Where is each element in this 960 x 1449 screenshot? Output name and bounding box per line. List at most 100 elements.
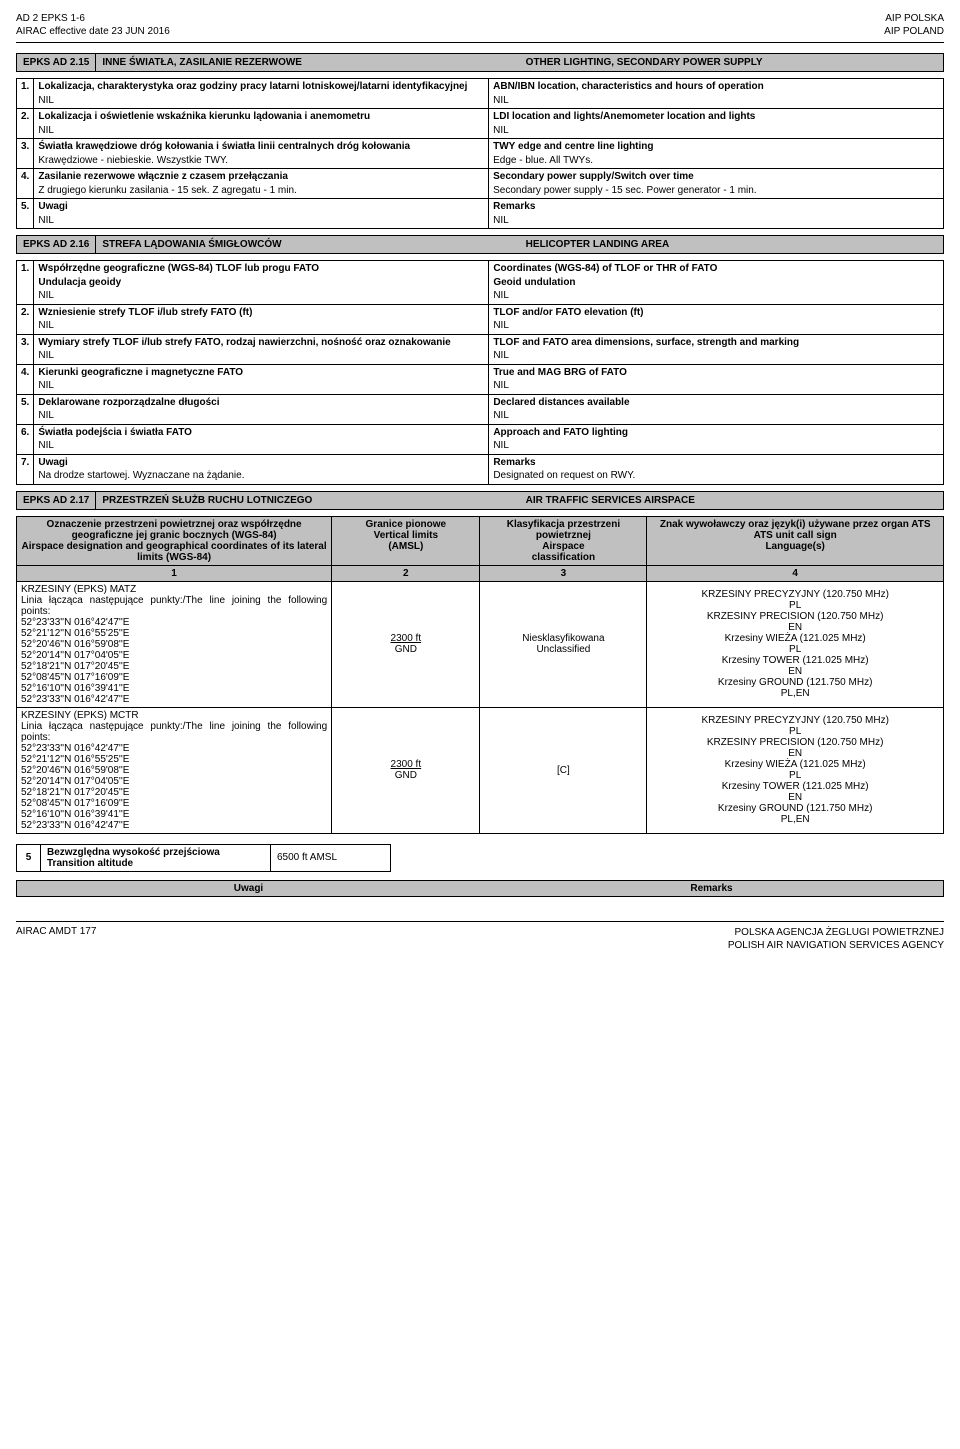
section-title-en: OTHER LIGHTING, SECONDARY POWER SUPPLY [520, 54, 943, 71]
section-2-16-table: 1.Współrzędne geograficzne (WGS-84) TLOF… [16, 260, 944, 485]
row-pl: Wzniesienie strefy TLOF i/lub strefy FAT… [34, 304, 489, 334]
table-row: 7.UwagiNa drodze startowej. Wyznaczane n… [17, 454, 944, 484]
header-code: AD 2 EPKS 1-6 [16, 12, 170, 25]
footer-right: POLSKA AGENCJA ŻEGLUGI POWIETRZNEJ POLIS… [728, 926, 944, 952]
airspace-ats: KRZESINY PRECYZYJNY (120.750 MHz)PLKRZES… [647, 707, 944, 833]
colnum-3: 3 [480, 565, 647, 581]
remarks-bar: Uwagi Remarks [16, 880, 944, 897]
row-en: TLOF and/or FATO elevation (ft)NIL [489, 304, 944, 334]
row-pl: Deklarowane rozporządzalne długościNIL [34, 394, 489, 424]
row-num: 1. [17, 261, 34, 305]
row-en: Coordinates (WGS-84) of TLOF or THR of F… [489, 261, 944, 305]
row-en: RemarksNIL [489, 199, 944, 229]
airspace-class: NiesklasyfikowanaUnclassified [480, 581, 647, 707]
col3-header: Klasyfikacja przestrzeni powietrznej Air… [480, 516, 647, 565]
row-en: RemarksDesignated on request on RWY. [489, 454, 944, 484]
airspace-class: [C] [480, 707, 647, 833]
transition-value: 6500 ft AMSL [271, 844, 391, 871]
airspace-num-row: 1 2 3 4 [17, 565, 944, 581]
row-num: 5. [17, 394, 34, 424]
section-code: EPKS AD 2.16 [17, 236, 96, 253]
row-pl: Lokalizacja, charakterystyka oraz godzin… [34, 79, 489, 109]
page-footer: AIRAC AMDT 177 POLSKA AGENCJA ŻEGLUGI PO… [16, 921, 944, 952]
footer-right-2: POLISH AIR NAVIGATION SERVICES AGENCY [728, 939, 944, 952]
table-row: 4.Kierunki geograficzne i magnetyczne FA… [17, 364, 944, 394]
header-right: AIP POLSKA AIP POLAND [884, 12, 944, 38]
airspace-designation: KRZESINY (EPKS) MATZLinia łącząca następ… [17, 581, 332, 707]
page-header: AD 2 EPKS 1-6 AIRAC effective date 23 JU… [16, 12, 944, 43]
col4-header: Znak wywoławczy oraz język(i) używane pr… [647, 516, 944, 565]
row-num: 3. [17, 139, 34, 169]
row-en: Approach and FATO lightingNIL [489, 424, 944, 454]
transition-num: 5 [17, 844, 41, 871]
table-row: 5.UwagiNILRemarksNIL [17, 199, 944, 229]
table-row: 2.Wzniesienie strefy TLOF i/lub strefy F… [17, 304, 944, 334]
col2-header: Granice pionowe Vertical limits (AMSL) [332, 516, 480, 565]
header-date: AIRAC effective date 23 JUN 2016 [16, 25, 170, 38]
airspace-table: Oznaczenie przestrzeni powietrznej oraz … [16, 516, 944, 834]
section-code: EPKS AD 2.17 [17, 492, 96, 509]
airspace-header-row: Oznaczenie przestrzeni powietrznej oraz … [17, 516, 944, 565]
row-pl: Lokalizacja i oświetlenie wskaźnika kier… [34, 109, 489, 139]
row-en: Secondary power supply/Switch over timeS… [489, 169, 944, 199]
airspace-row: KRZESINY (EPKS) MATZLinia łącząca następ… [17, 581, 944, 707]
row-pl: UwagiNIL [34, 199, 489, 229]
table-row: 1.Współrzędne geograficzne (WGS-84) TLOF… [17, 261, 944, 305]
section-title-pl: INNE ŚWIATŁA, ZASILANIE REZERWOWE [96, 54, 519, 71]
transition-label: Bezwzględna wysokość przejściowa Transit… [41, 844, 271, 871]
footer-left: AIRAC AMDT 177 [16, 926, 96, 952]
header-aip-pl: AIP POLSKA [884, 12, 944, 25]
row-pl: Kierunki geograficzne i magnetyczne FATO… [34, 364, 489, 394]
table-row: 2.Lokalizacja i oświetlenie wskaźnika ki… [17, 109, 944, 139]
row-pl: Współrzędne geograficzne (WGS-84) TLOF l… [34, 261, 489, 305]
table-row: 1.Lokalizacja, charakterystyka oraz godz… [17, 79, 944, 109]
row-num: 4. [17, 364, 34, 394]
section-title-en: AIR TRAFFIC SERVICES AIRSPACE [520, 492, 943, 509]
transition-table: 5 Bezwzględna wysokość przejściowa Trans… [16, 844, 391, 872]
row-num: 5. [17, 199, 34, 229]
header-aip-en: AIP POLAND [884, 25, 944, 38]
row-pl: Światła podejścia i światła FATONIL [34, 424, 489, 454]
table-row: 5.Deklarowane rozporządzalne długościNIL… [17, 394, 944, 424]
row-en: Declared distances availableNIL [489, 394, 944, 424]
table-row: 3.Wymiary strefy TLOF i/lub strefy FATO,… [17, 334, 944, 364]
row-num: 2. [17, 304, 34, 334]
table-row: 6.Światła podejścia i światła FATONILApp… [17, 424, 944, 454]
airspace-ats: KRZESINY PRECYZYJNY (120.750 MHz)PLKRZES… [647, 581, 944, 707]
section-title-pl: STREFA LĄDOWANIA ŚMIGŁOWCÓW [96, 236, 519, 253]
section-2-16-header: EPKS AD 2.16 STREFA LĄDOWANIA ŚMIGŁOWCÓW… [16, 235, 944, 254]
section-code: EPKS AD 2.15 [17, 54, 96, 71]
row-en: True and MAG BRG of FATONIL [489, 364, 944, 394]
row-num: 4. [17, 169, 34, 199]
colnum-1: 1 [17, 565, 332, 581]
row-pl: Światła krawędziowe dróg kołowania i świ… [34, 139, 489, 169]
colnum-2: 2 [332, 565, 480, 581]
airspace-vertical: 2300 ftGND [332, 581, 480, 707]
section-title-en: HELICOPTER LANDING AREA [520, 236, 943, 253]
row-num: 2. [17, 109, 34, 139]
row-pl: Wymiary strefy TLOF i/lub strefy FATO, r… [34, 334, 489, 364]
col1-header: Oznaczenie przestrzeni powietrznej oraz … [17, 516, 332, 565]
header-left: AD 2 EPKS 1-6 AIRAC effective date 23 JU… [16, 12, 170, 38]
footer-right-1: POLSKA AGENCJA ŻEGLUGI POWIETRZNEJ [728, 926, 944, 939]
row-num: 7. [17, 454, 34, 484]
airspace-vertical: 2300 ftGND [332, 707, 480, 833]
row-en: TLOF and FATO area dimensions, surface, … [489, 334, 944, 364]
row-pl: UwagiNa drodze startowej. Wyznaczane na … [34, 454, 489, 484]
row-num: 3. [17, 334, 34, 364]
row-en: LDI location and lights/Anemometer locat… [489, 109, 944, 139]
table-row: 3.Światła krawędziowe dróg kołowania i ś… [17, 139, 944, 169]
table-row: 4.Zasilanie rezerwowe włącznie z czasem … [17, 169, 944, 199]
section-title-pl: PRZESTRZEŃ SŁUŻB RUCHU LOTNICZEGO [96, 492, 519, 509]
section-2-17-header: EPKS AD 2.17 PRZESTRZEŃ SŁUŻB RUCHU LOTN… [16, 491, 944, 510]
remarks-en: Remarks [480, 881, 943, 896]
row-num: 1. [17, 79, 34, 109]
remarks-pl: Uwagi [17, 881, 480, 896]
section-2-15-table: 1.Lokalizacja, charakterystyka oraz godz… [16, 78, 944, 229]
colnum-4: 4 [647, 565, 944, 581]
row-en: TWY edge and centre line lightingEdge - … [489, 139, 944, 169]
airspace-designation: KRZESINY (EPKS) MCTRLinia łącząca następ… [17, 707, 332, 833]
section-2-15-header: EPKS AD 2.15 INNE ŚWIATŁA, ZASILANIE REZ… [16, 53, 944, 72]
row-num: 6. [17, 424, 34, 454]
airspace-row: KRZESINY (EPKS) MCTRLinia łącząca następ… [17, 707, 944, 833]
